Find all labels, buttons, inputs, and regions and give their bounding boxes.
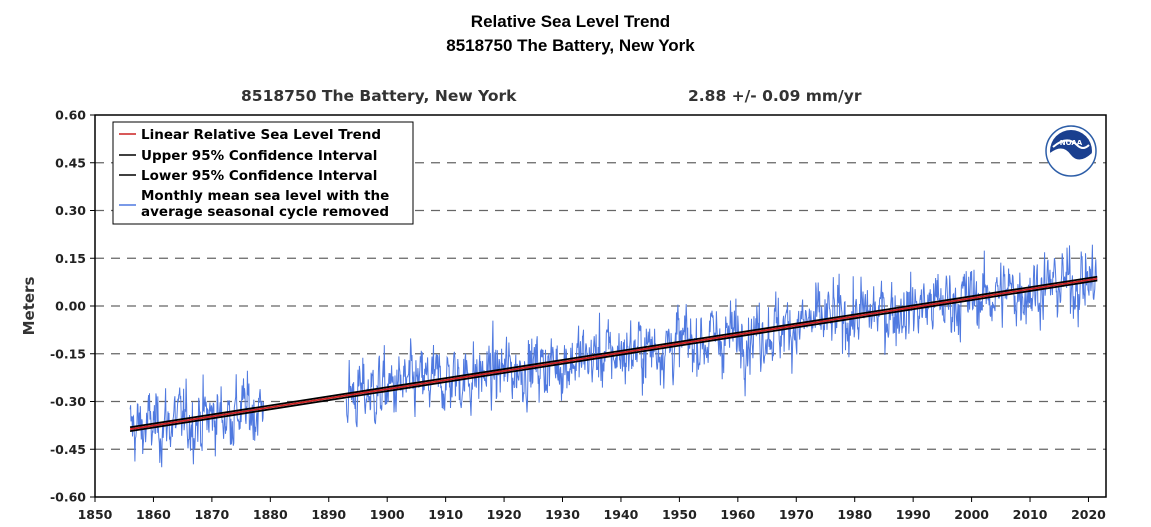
legend-label-lower-ci: Lower 95% Confidence Interval: [141, 168, 377, 184]
y-tick-label: 0.15: [55, 251, 86, 266]
legend-label-monthly-line2: average seasonal cycle removed: [141, 204, 389, 220]
x-tick-label: 1870: [194, 507, 229, 522]
subtitle-station: 8518750 The Battery, New York: [241, 87, 517, 105]
upper-ci-line: [129, 275, 1098, 429]
x-tick-label: 1970: [779, 507, 814, 522]
y-tick-label: -0.60: [50, 490, 86, 505]
x-tick-label: 1910: [428, 507, 463, 522]
x-tick-label: 1930: [545, 507, 580, 522]
x-tick-label: 2000: [954, 507, 989, 522]
y-tick-label: 0.30: [55, 203, 86, 218]
y-tick-label: 0.45: [55, 155, 86, 170]
legend-box: [112, 121, 414, 225]
legend-label-monthly-line1: Monthly mean sea level with the: [141, 188, 389, 204]
x-tick-label: 1880: [253, 507, 288, 522]
legend-label-upper-ci: Upper 95% Confidence Interval: [141, 148, 377, 164]
legend-label-trend: Linear Relative Sea Level Trend: [141, 127, 381, 143]
x-tick-label: 1980: [837, 507, 872, 522]
x-tick-label: 1940: [604, 507, 639, 522]
noaa-logo: NOAA: [1045, 125, 1097, 177]
chart-title-station: 8518750 The Battery, New York: [446, 36, 695, 55]
x-tick-label: 1920: [487, 507, 522, 522]
subtitle-rate: 2.88 +/- 0.09 mm/yr: [688, 87, 862, 105]
x-tick-label: 1990: [896, 507, 931, 522]
y-axis: 0.60 0.45 0.30 0.15 0.00 -0.15 -0.30 -0.45 -0.60: [50, 108, 95, 505]
x-axis: 1850 1860 1870 1880 1890 1900 1910 1920 1930 1940…: [78, 497, 1106, 522]
x-tick-label: 1900: [370, 507, 405, 522]
y-tick-label: 0.00: [55, 299, 86, 314]
x-tick-label: 1960: [720, 507, 755, 522]
y-tick-label: -0.30: [50, 394, 86, 409]
x-tick-label: 1950: [662, 507, 697, 522]
legend: Linear Relative Sea Level Trend Upper 95…: [112, 121, 414, 225]
x-tick-label: 2010: [1013, 507, 1048, 522]
y-tick-label: -0.15: [50, 346, 86, 361]
x-tick-label: 1860: [136, 507, 171, 522]
svg-text:NOAA: NOAA: [1060, 139, 1083, 147]
lower-ci-line: [129, 279, 1098, 432]
trend-lines: [129, 275, 1098, 432]
x-tick-label: 1850: [78, 507, 113, 522]
y-tick-label: 0.60: [55, 108, 86, 123]
trend-line: [129, 277, 1098, 431]
chart-title: Relative Sea Level Trend: [470, 12, 671, 31]
y-tick-label: -0.45: [50, 442, 86, 457]
y-axis-label: Meters: [20, 277, 38, 336]
x-tick-label: 1890: [311, 507, 346, 522]
x-tick-label: 2020: [1071, 507, 1106, 522]
